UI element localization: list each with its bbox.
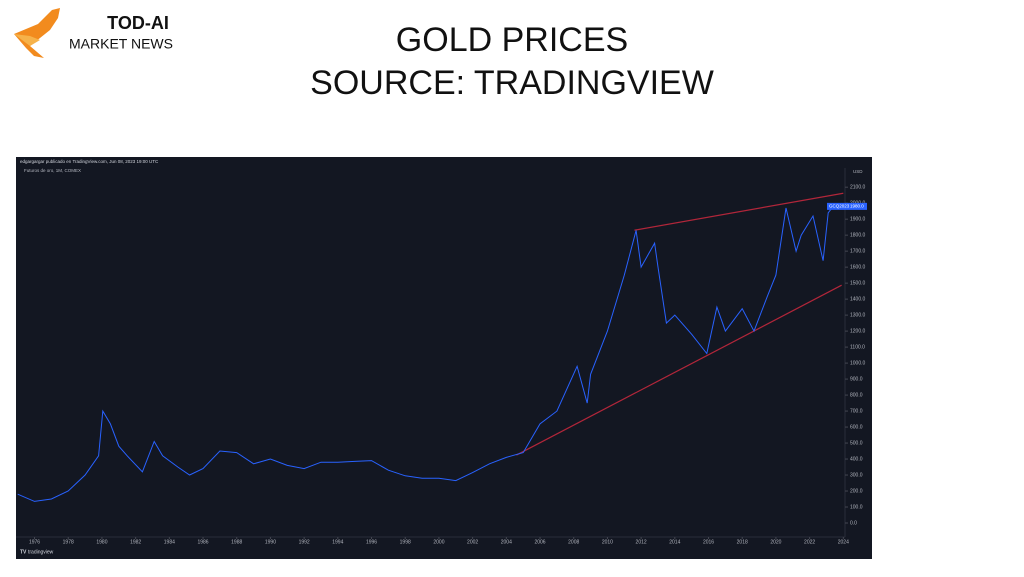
y-tick-label: 700.0	[850, 408, 863, 414]
logo-name: TOD-AI	[107, 13, 169, 33]
x-tick-label: 2022	[804, 539, 815, 545]
x-tick-label: 1994	[332, 539, 343, 545]
y-tick-label: 1700.0	[850, 248, 866, 254]
x-tick-label: 1976	[29, 539, 40, 545]
y-tick-label: 600.0	[850, 424, 863, 430]
x-tick-label: 2024	[838, 539, 849, 545]
y-tick-label: 1900.0	[850, 217, 866, 223]
chart-legend: Futuros de oro, 1M, COMEX	[24, 168, 81, 173]
x-tick-label: 1980	[96, 539, 107, 545]
y-tick-label: 0.0	[850, 520, 857, 526]
y-tick-label: 1200.0	[850, 328, 866, 334]
x-tick-label: 2020	[770, 539, 781, 545]
x-tick-label: 2014	[669, 539, 680, 545]
footer: tradingview	[28, 549, 54, 555]
x-tick-label: 2010	[602, 539, 613, 545]
trendline	[634, 192, 844, 231]
x-tick-label: 1996	[366, 539, 377, 545]
y-tick-label: 100.0	[850, 504, 863, 510]
y-tick-label: 800.0	[850, 392, 863, 398]
logo-arrow	[14, 8, 60, 58]
x-tick-label: 2000	[433, 539, 444, 545]
x-tick-label: 1978	[63, 539, 74, 545]
x-tick-label: 1998	[400, 539, 411, 545]
y-tick-label: 1600.0	[850, 264, 866, 270]
x-tick-label: 2002	[467, 539, 478, 545]
y-tick-label: 1300.0	[850, 312, 866, 318]
logo: TOD-AI MARKET NEWS	[14, 8, 173, 58]
subtitle: SOURCE: TRADINGVIEW	[310, 64, 714, 102]
price-tag-symbol: GCQ2023	[829, 204, 850, 209]
y-tick-label: 200.0	[850, 488, 863, 494]
x-tick-label: 2006	[534, 539, 545, 545]
y-tick-label: 1800.0	[850, 232, 866, 238]
x-tick-label: 1990	[265, 539, 276, 545]
price-tag	[827, 202, 867, 210]
y-tick-label: 400.0	[850, 456, 863, 462]
y-tick-label: 300.0	[850, 472, 863, 478]
x-tick-label: 1992	[299, 539, 310, 545]
x-tick-label: 1986	[197, 539, 208, 545]
x-tick-label: 1982	[130, 539, 141, 545]
x-tick-label: 2018	[737, 539, 748, 545]
title: GOLD PRICES	[396, 21, 628, 59]
x-tick-label: 2004	[501, 539, 512, 545]
footer-icon: TV	[20, 549, 27, 555]
y-tick-label: 1000.0	[850, 360, 866, 366]
price-tag-label: 1980.0	[850, 204, 864, 209]
chart-background	[16, 157, 872, 559]
y-tick-label: 1400.0	[850, 296, 866, 302]
price-line	[17, 206, 834, 502]
logo-arrow-shade	[14, 34, 40, 46]
y-tick-label: 1500.0	[850, 280, 866, 286]
y-unit: USD	[853, 169, 863, 174]
x-tick-label: 2016	[703, 539, 714, 545]
trendline	[516, 284, 842, 456]
x-tick-label: 2008	[568, 539, 579, 545]
y-tick-label: 1100.0	[850, 344, 865, 350]
logo-tagline: MARKET NEWS	[69, 36, 173, 52]
x-tick-label: 2012	[636, 539, 647, 545]
y-tick-label: 900.0	[850, 376, 863, 382]
y-tick-label: 2100.0	[850, 185, 866, 191]
x-tick-label: 1988	[231, 539, 242, 545]
y-tick-label: 500.0	[850, 440, 863, 446]
chart-header: edgargargar publicado en TradingView.com…	[20, 159, 159, 164]
x-tick-label: 1984	[164, 539, 175, 545]
